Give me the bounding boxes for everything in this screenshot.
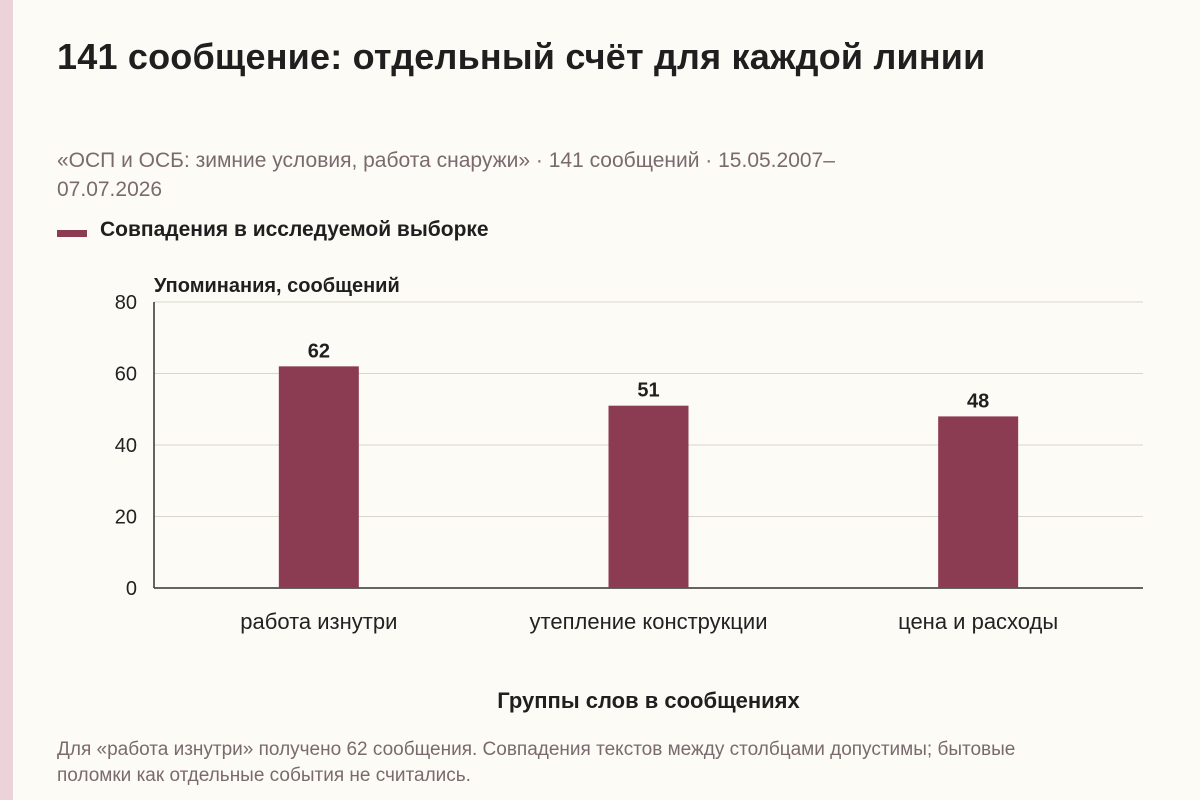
y-tick-label: 0 (126, 578, 137, 600)
bar-value-label: 62 (308, 340, 330, 362)
x-tick-label: цена и расходы (898, 609, 1058, 634)
y-tick-label: 60 (115, 364, 137, 386)
legend-label: Совпадения в исследуемой выборке (100, 218, 489, 241)
x-tick-label: работа изнутри (240, 609, 397, 634)
bar (278, 366, 359, 588)
left-accent-stripe (0, 0, 13, 800)
chart-subtitle: «ОСП и ОСБ: зимние условия, работа снару… (57, 149, 835, 201)
legend-swatch (57, 229, 87, 237)
bar (938, 416, 1019, 588)
x-tick-label: утепление конструкции (530, 609, 768, 634)
y-tick-label: 20 (115, 507, 137, 529)
legend: Совпадения в исследуемой выборке (57, 218, 489, 242)
y-tick-label: 80 (115, 292, 137, 314)
chart-note: Для «работа изнутри» получено 62 сообщен… (57, 739, 1016, 786)
chart-title: 141 сообщение: отдельный счёт для каждой… (57, 36, 986, 77)
bar (608, 405, 689, 588)
y-axis-label: Упоминания, сообщений (154, 275, 400, 297)
x-axis-label: Группы слов в сообщениях (497, 688, 800, 713)
bar-value-label: 48 (967, 390, 989, 412)
bar-value-label: 51 (637, 380, 659, 402)
y-tick-label: 40 (115, 435, 137, 457)
